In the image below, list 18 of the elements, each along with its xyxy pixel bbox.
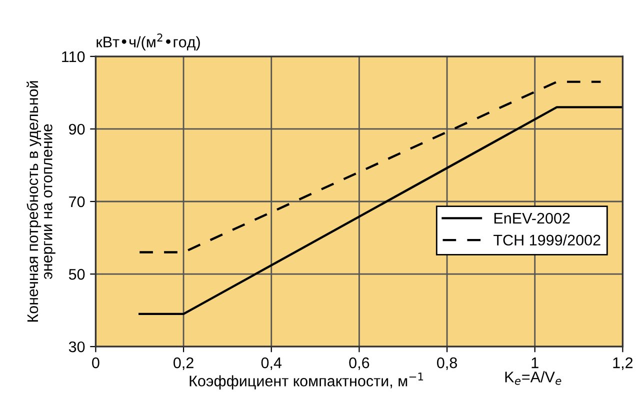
x-tick-label: 0,6 <box>349 357 370 370</box>
y-axis-title: Конечная потребность в удельной энергии на отопление <box>26 81 56 322</box>
text: кВт•ч/(м$^{2}$•год) <box>96 34 200 50</box>
legend-label: TCH 1999/2002 <box>494 234 600 246</box>
text: K$_{e}$=A/V$_{e}$ <box>505 371 562 385</box>
y-tick-label: 50 <box>68 268 85 280</box>
x-tick-label: 0,4 <box>261 357 282 370</box>
x-tick-label: 0,2 <box>174 357 194 370</box>
y-tick-label: 90 <box>69 124 85 135</box>
x-tick-label: 1,2 <box>613 357 633 370</box>
x-tick-label: 0,8 <box>437 357 457 370</box>
x-tick-label: 0 <box>92 357 100 368</box>
y-tick-label: 110 <box>62 51 85 62</box>
y-tick-label: 70 <box>69 196 85 208</box>
y-tick-label: 30 <box>68 341 85 352</box>
legend-label: EnEV-2002 <box>494 212 570 224</box>
x-axis-title: Коэффициент компактности, м$^{−1}$ <box>190 372 424 390</box>
x-tick-label: 1 <box>532 358 538 368</box>
